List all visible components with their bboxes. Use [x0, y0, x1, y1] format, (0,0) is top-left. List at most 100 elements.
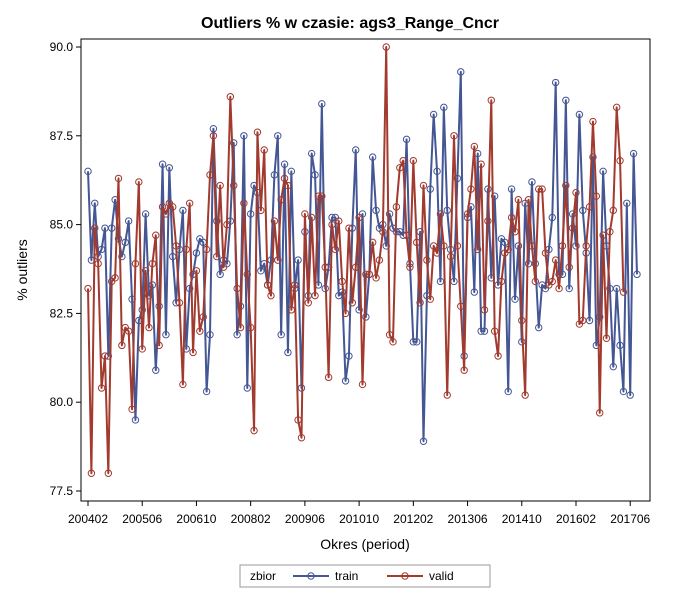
data-point-train	[402, 135, 411, 144]
data-point-valid	[287, 306, 296, 314]
data-point-train	[270, 171, 279, 179]
x-axis-label: Okres (period)	[320, 536, 409, 552]
data-point-valid	[599, 231, 607, 239]
data-point-valid	[385, 331, 394, 339]
data-point-train	[84, 167, 92, 176]
data-point-valid	[202, 245, 211, 254]
data-point-valid	[97, 384, 106, 392]
y-tick-label: 85.0	[50, 218, 74, 232]
chart-title: Outliers % w czasie: ags3_Range_Cncr	[201, 15, 499, 32]
data-point-train	[633, 270, 641, 279]
data-point-valid	[230, 181, 238, 190]
data-point-train	[572, 242, 580, 250]
data-point-valid	[338, 277, 346, 286]
data-point-train	[206, 331, 214, 339]
plot-area-frame	[80, 38, 651, 502]
data-point-valid	[284, 181, 292, 190]
data-point-valid	[477, 160, 485, 168]
data-point-valid	[145, 323, 153, 332]
data-point-valid	[348, 299, 357, 307]
legend: zbior train valid	[239, 564, 491, 588]
data-point-valid	[494, 352, 502, 360]
y-axis-label: % outliers	[14, 239, 30, 300]
data-point-valid	[470, 142, 479, 151]
data-point-valid	[487, 96, 495, 104]
data-point-valid	[609, 206, 617, 215]
data-point-train	[623, 199, 631, 207]
data-point-train	[318, 100, 326, 108]
data-point-valid	[91, 224, 99, 232]
data-point-valid	[250, 426, 258, 435]
data-point-valid	[277, 196, 285, 204]
data-point-valid	[128, 405, 136, 413]
data-point-valid	[579, 316, 587, 325]
series-line-train	[87, 70, 638, 443]
legend-items: train valid	[293, 569, 454, 583]
data-point-valid	[484, 217, 492, 225]
data-point-train	[433, 167, 441, 176]
data-point-valid	[257, 206, 265, 215]
data-point-valid	[440, 242, 448, 250]
data-point-train	[616, 341, 624, 350]
data-point-valid	[307, 213, 316, 222]
data-point-train	[511, 295, 519, 303]
x-tick-label: 200610	[176, 512, 216, 526]
data-point-train	[124, 217, 133, 225]
data-point-valid	[301, 210, 309, 218]
data-point-valid	[507, 213, 516, 222]
data-point-train	[230, 139, 238, 147]
data-point-valid	[331, 245, 340, 254]
data-point-valid	[568, 224, 577, 232]
data-point-valid	[416, 299, 424, 307]
data-point-train	[294, 256, 302, 264]
data-point-valid	[185, 199, 194, 207]
data-point-valid	[335, 217, 343, 225]
data-point-valid	[596, 409, 604, 417]
x-tick-label: 201202	[393, 512, 433, 526]
legend-title: zbior	[250, 569, 276, 583]
data-point-valid	[551, 256, 560, 264]
data-point-valid	[114, 174, 123, 183]
data-point-valid	[341, 309, 350, 318]
data-point-valid	[436, 210, 445, 218]
data-point-train	[345, 352, 353, 360]
data-point-valid	[274, 256, 282, 264]
y-tick-label: 80.0	[50, 395, 74, 409]
data-point-valid	[311, 291, 319, 300]
data-point-valid	[538, 185, 546, 193]
data-point-valid	[294, 416, 302, 424]
legend-frame	[239, 564, 491, 588]
data-point-valid	[589, 117, 597, 126]
data-point-valid	[453, 242, 462, 250]
data-point-valid	[389, 338, 397, 346]
data-point-valid	[548, 277, 556, 286]
data-point-valid	[321, 263, 329, 271]
legend-item-train: train	[293, 569, 358, 583]
data-point-train	[629, 149, 638, 158]
data-point-valid	[104, 469, 113, 477]
data-point-valid	[318, 192, 326, 200]
data-point-valid	[196, 327, 204, 335]
data-point-train	[453, 174, 462, 183]
data-point-valid	[419, 181, 428, 190]
data-point-valid	[169, 203, 177, 211]
data-point-train	[165, 164, 174, 172]
data-point-valid	[253, 128, 262, 136]
data-point-train	[158, 160, 167, 168]
y-axis: 77.5 80.0 82.5 85.0 87.5 90.0	[50, 40, 81, 498]
data-point-valid	[402, 231, 411, 239]
data-point-train	[192, 249, 201, 257]
data-point-train	[562, 96, 570, 104]
data-point-train	[368, 153, 377, 161]
data-point-valid	[446, 252, 455, 261]
data-point-valid	[304, 299, 312, 307]
data-point-valid	[541, 249, 550, 257]
data-point-train	[504, 387, 512, 396]
data-point-valid	[243, 270, 251, 279]
data-point-train	[507, 185, 516, 193]
x-tick-label: 201306	[448, 512, 488, 526]
data-point-train	[240, 132, 248, 140]
data-point-valid	[263, 281, 272, 289]
data-point-train	[152, 366, 160, 374]
